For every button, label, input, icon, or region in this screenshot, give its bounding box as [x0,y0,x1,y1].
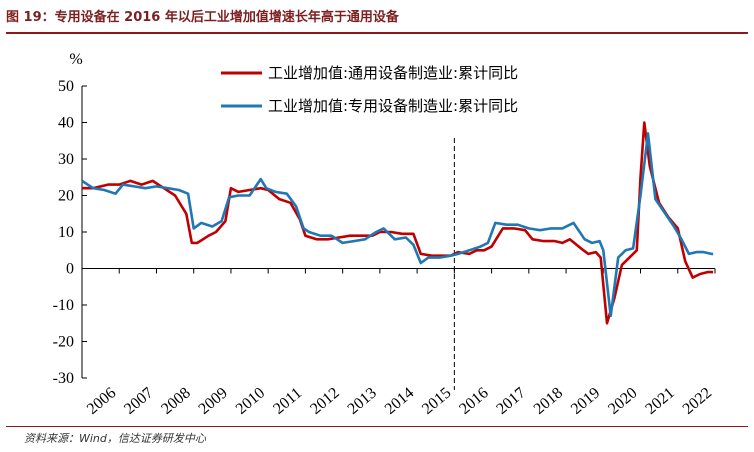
x-tick-label: 2019 [568,384,603,418]
y-tick-label: -20 [53,334,74,351]
footer-divider [6,426,748,427]
title-divider [6,32,748,34]
y-tick-label: -30 [53,370,74,387]
x-tick-label: 2017 [493,384,528,418]
y-tick-label: 50 [58,78,74,95]
x-tick-label: 2011 [270,385,305,418]
x-tick-label: 2014 [382,384,417,418]
y-tick-label: 0 [66,261,74,278]
x-tick-label: 2022 [680,384,715,418]
x-tick-label: 2007 [121,384,156,418]
x-tick-label: 2013 [345,384,380,418]
x-tick-label: 2012 [307,384,342,418]
series-line-1 [82,121,714,325]
series-line-2 [81,132,714,318]
legend-label-2: 工业增加值:专用设备制造业:累计同比 [268,97,518,115]
x-tick-label: 2020 [605,384,640,418]
y-tick-label: 30 [58,151,74,168]
y-axis-unit-label: % [69,51,82,68]
figure-title: 图 19：专用设备在 2016 年以后工业增加值增速长年高于通用设备 [6,10,399,25]
legend-label-1: 工业增加值:通用设备制造业:累计同比 [268,64,518,82]
x-tick-label: 2018 [531,384,566,418]
source-note: 资料来源：Wind，信达证券研发中心 [24,432,206,445]
y-tick-label: -10 [53,297,74,314]
x-tick-label: 2009 [196,384,231,418]
x-tick-label: 2015 [419,384,454,418]
y-tick-label: 10 [58,224,74,241]
x-tick-label: 2006 [84,384,119,418]
chart-series [81,121,714,325]
y-tick-label: 20 [58,188,74,205]
x-tick-label: 2008 [158,384,193,418]
x-tick-label: 2010 [233,384,268,418]
x-tick-label: 2021 [642,384,677,418]
y-tick-label: 40 [58,115,74,132]
x-tick-label: 2016 [456,384,491,418]
